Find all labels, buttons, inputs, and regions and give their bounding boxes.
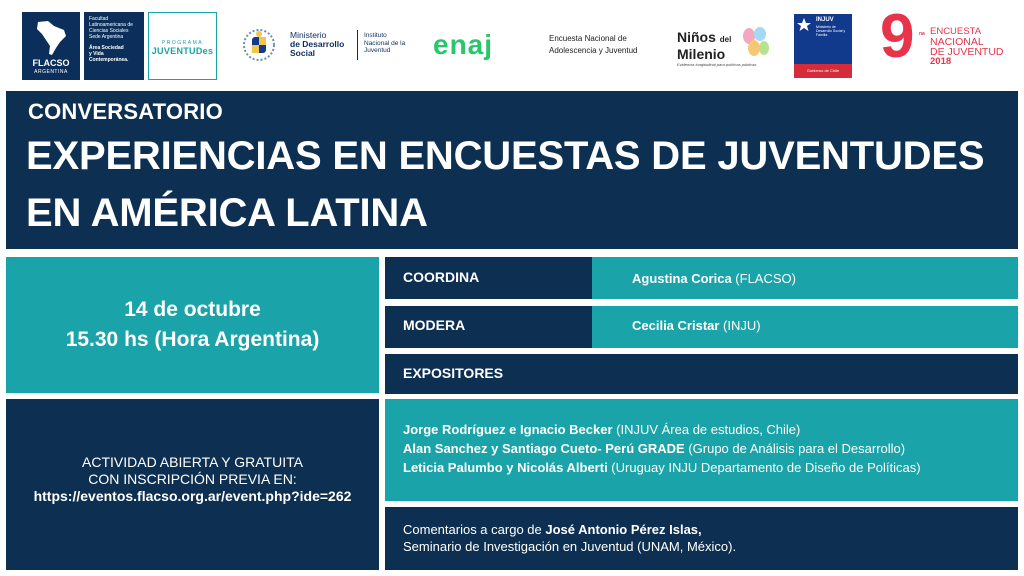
injuv-label: INJUV [816, 17, 834, 23]
registration-line1: ACTIVIDAD ABIERTA Y GRATUITA [82, 454, 303, 470]
speaker-org: (Uruguay INJU Departamento de Diseño de … [607, 460, 921, 475]
mides-line: Ministerio [290, 30, 327, 40]
speaker-names: Leticia Palumbo y Nicolás Alberti [403, 460, 608, 475]
moderator-name: Cecilia Cristar [632, 318, 720, 333]
speakers-list: Jorge Rodríguez e Ignacio Becker (INJUV … [385, 399, 1018, 501]
chile-flag-band-icon [794, 64, 852, 78]
latin-america-map-icon [37, 21, 66, 55]
flacso-side-line: Ciencias Sociales [89, 28, 129, 34]
event-date: 14 de octubre [124, 298, 261, 321]
flacso-side-line: Latinoamericana de [89, 22, 133, 28]
ninos-word: Niños [677, 29, 716, 45]
flacso-side-text: Facultad Latinoamericana de Ciencias Soc… [84, 12, 144, 80]
comments-block: Comentarios a cargo de José Antonio Pére… [385, 507, 1018, 570]
event-title-line1: EXPERIENCIAS EN ENCUESTAS DE JUVENTUDES [26, 134, 985, 178]
ministerio-label: Ministerio de Desarrollo Social y Famili… [816, 25, 846, 37]
flacso-logo: FLACSO ARGENTINA [22, 12, 80, 80]
mides-line-bold: Social [290, 48, 316, 58]
event-kicker: CONVERSATORIO [28, 99, 223, 124]
encuesta-line: DE JUVENTUD [930, 46, 1004, 58]
flacso-name: FLACSO [32, 58, 70, 68]
enaj-line: Adolescencia y Juventud [549, 46, 638, 55]
flacso-side-line: Sede Argentina [89, 34, 124, 40]
inju-logo-text: Instituto Nacional de la Juventud [364, 32, 420, 55]
ninos-del-milenio-logo: Niños del Milenio [677, 30, 755, 62]
encuesta-year: 2018 [930, 56, 952, 67]
programa-label: PROGRAMA [161, 40, 204, 46]
coordina-value: Agustina Corica (FLACSO) [592, 257, 1018, 299]
milenio-word: Milenio [677, 46, 726, 62]
encuesta-ordinal: na [919, 31, 925, 37]
speaker-org: (Grupo de Análisis para el Desarrollo) [684, 441, 906, 456]
encuesta-number: 9 [880, 2, 914, 71]
registration-link[interactable]: https://eventos.flacso.org.ar/event.php?… [33, 488, 352, 504]
comments-line2: Seminario de Investigación en Juventud (… [403, 539, 737, 554]
comments-line1: Comentarios a cargo de José Antonio Pére… [403, 521, 1018, 538]
mides-logo-text: Ministerio de Desarrollo Social [290, 31, 352, 58]
coordinator-org: (FLACSO) [731, 271, 796, 286]
date-block: 14 de octubre 15.30 hs (Hora Argentina) [6, 257, 379, 393]
speaker-item: Alan Sanchez y Santiago Cueto- Perú GRAD… [403, 439, 1018, 458]
juventudes-label: JUVENTUDes [151, 46, 214, 56]
fingerprints-icon [743, 27, 769, 56]
encuesta-line: ENCUESTA [930, 26, 982, 37]
comments-prefix: Comentarios a cargo de [403, 522, 546, 537]
speaker-org: (INJUV Área de estudios, Chile) [612, 422, 801, 437]
coordinator-name: Agustina Corica [632, 271, 732, 286]
event-time: 15.30 hs (Hora Argentina) [65, 328, 320, 351]
ninos-del-word: del [719, 35, 732, 44]
event-title-line2: EN AMÉRICA LATINA [26, 191, 428, 235]
flacso-area-line: y Vida [89, 51, 104, 57]
uruguay-shield-icon [243, 29, 275, 61]
gobierno-label: Gobierno de Chile [806, 68, 840, 73]
encuesta-line: NACIONAL [930, 36, 984, 48]
ninos-tagline: Evidencia longitudinal para políticas pú… [677, 62, 757, 67]
flacso-side-line: Facultad [89, 16, 109, 22]
inju-line: Juventud [364, 47, 391, 54]
mides-line-bold: de Desarrollo [290, 39, 345, 49]
flacso-area-line: Contemporánea. [89, 57, 129, 63]
coordina-label: COORDINA [385, 257, 592, 299]
flacso-area-line: Área Sociedad [89, 45, 124, 51]
speaker-item: Leticia Palumbo y Nicolás Alberti (Urugu… [403, 458, 1018, 477]
logo-divider [357, 30, 358, 60]
inju-line: Instituto [364, 32, 387, 39]
commentator-name: José Antonio Pérez Islas, [545, 522, 702, 537]
inju-line: Nacional de la [364, 39, 406, 47]
flacso-sub: ARGENTINA [34, 69, 68, 75]
gobierno-de-chile-logo: INJUV Ministerio de Desarrollo Social y … [794, 14, 852, 78]
title-band: CONVERSATORIO EXPERIENCIAS EN ENCUESTAS … [6, 91, 1018, 249]
enaj-line: Encuesta Nacional de [549, 34, 627, 43]
star-icon [797, 18, 811, 31]
registration-line2: CON INSCRIPCIÓN PREVIA EN: [88, 471, 297, 487]
speaker-item: Jorge Rodríguez e Ignacio Becker (INJUV … [403, 420, 1018, 439]
speaker-names: Alan Sanchez y Santiago Cueto- Perú GRAD… [403, 441, 685, 456]
modera-label: MODERA [385, 306, 592, 348]
modera-value: Cecilia Cristar (INJU) [592, 306, 1018, 348]
expositores-label: EXPOSITORES [385, 354, 1018, 394]
enaj-logo-text: Encuesta Nacional de Adolescencia y Juve… [549, 33, 664, 57]
encuesta-nacional-logo: ENCUESTA NACIONAL DE JUVENTUD 2018 [930, 27, 1022, 67]
programa-juventudes-logo: PROGRAMA JUVENTUDes [148, 12, 217, 80]
registration-block: ACTIVIDAD ABIERTA Y GRATUITA CON INSCRIP… [6, 399, 379, 570]
moderator-org: (INJU) [719, 318, 761, 333]
enaj-logo: enaj [433, 29, 494, 60]
speaker-names: Jorge Rodríguez e Ignacio Becker [403, 422, 613, 437]
